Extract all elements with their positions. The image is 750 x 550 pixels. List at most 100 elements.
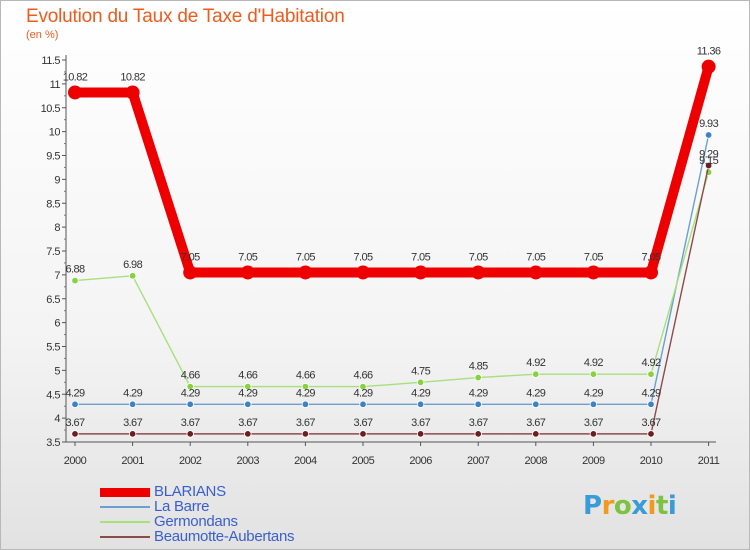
data-point (474, 400, 482, 408)
data-label: 9.29 (699, 149, 718, 161)
legend-label: La Barre (154, 498, 210, 515)
data-label: 9.93 (699, 118, 718, 130)
data-point (71, 430, 79, 438)
data-label: 3.67 (238, 417, 257, 429)
data-point (532, 400, 540, 408)
series-line-germondans (74, 171, 710, 388)
data-point (416, 400, 425, 408)
x-tick-label: 2001 (121, 455, 144, 467)
y-tick-label: 7.5 (46, 246, 60, 258)
data-label: 3.67 (411, 417, 430, 429)
data-label: 4.92 (641, 357, 660, 369)
y-tick-label: 8 (54, 222, 60, 234)
y-tick-label: 9 (54, 174, 60, 186)
data-label: 7.05 (353, 251, 372, 263)
data-point (301, 382, 310, 391)
logo-letter: t (655, 491, 668, 521)
data-label: 4.29 (411, 387, 430, 399)
data-label: 3.67 (353, 417, 372, 429)
data-label: 4.85 (469, 361, 488, 373)
x-tick-label: 2008 (525, 455, 548, 467)
data-point (68, 85, 82, 100)
data-label: 6.98 (123, 259, 142, 271)
x-tick-label: 2009 (582, 455, 605, 467)
y-tick-label: 3.5 (46, 437, 60, 449)
data-point (71, 400, 79, 408)
data-label: 3.67 (641, 417, 660, 429)
y-tick-label: 10.5 (41, 103, 61, 115)
proxiti-logo: Proxiti (583, 491, 677, 521)
data-point (589, 370, 598, 378)
y-tick-label: 9.5 (46, 151, 60, 163)
data-label: 4.29 (641, 387, 660, 399)
data-label: 4.66 (353, 370, 372, 382)
data-point (647, 370, 655, 378)
y-tick-label: 8.5 (46, 198, 60, 210)
data-label: 10.82 (120, 71, 145, 83)
data-label: 4.92 (526, 357, 545, 369)
data-point (183, 265, 198, 280)
data-point (701, 59, 716, 74)
data-point (474, 373, 482, 382)
data-point (359, 382, 367, 391)
data-label: 7.05 (469, 251, 488, 263)
data-label: 7.05 (296, 251, 315, 263)
data-point (125, 85, 140, 100)
data-point (589, 400, 598, 408)
data-label: 7.05 (584, 251, 603, 263)
data-point (186, 382, 194, 391)
logo-letter: x (631, 491, 648, 521)
legend-label: Beaumotte-Aubertans (154, 528, 295, 545)
x-tick-label: 2000 (64, 455, 87, 467)
y-tick-label: 6.5 (46, 294, 60, 306)
logo-letter: r (601, 491, 615, 521)
x-tick-label: 2002 (179, 455, 202, 467)
data-point (240, 265, 255, 280)
data-label: 4.29 (65, 387, 84, 399)
x-tick-label: 2006 (409, 455, 432, 467)
data-label: 4.29 (296, 387, 315, 399)
y-tick-label: 4 (54, 413, 60, 425)
data-point (647, 430, 655, 438)
data-label: 6.88 (65, 264, 84, 276)
data-label: 3.67 (181, 417, 200, 429)
data-point (528, 265, 543, 280)
data-point (359, 400, 367, 408)
logo-letter: P (583, 491, 602, 521)
data-label: 7.05 (238, 251, 257, 263)
x-tick-label: 2011 (698, 455, 720, 467)
data-point (413, 265, 428, 280)
x-tick-label: 2003 (237, 455, 260, 467)
x-tick-label: 2004 (294, 455, 317, 467)
data-point (244, 382, 252, 391)
data-label: 3.67 (65, 417, 84, 429)
data-label: 4.66 (296, 370, 315, 382)
data-label: 7.05 (411, 251, 430, 263)
y-tick-label: 7 (54, 270, 60, 282)
data-point (301, 400, 310, 408)
data-point (589, 430, 598, 438)
y-tick-label: 5.5 (46, 342, 60, 354)
data-label: 4.75 (411, 365, 430, 377)
data-point (186, 400, 194, 408)
series-line-beaumotte-aubertans (74, 164, 710, 435)
y-tick-label: 10 (49, 127, 61, 139)
data-point (244, 400, 252, 408)
data-label: 4.66 (238, 370, 257, 382)
data-point (416, 378, 425, 387)
data-point (704, 131, 713, 139)
data-label: 10.82 (63, 71, 88, 83)
series-line-blarians (70, 61, 714, 278)
data-label: 3.67 (526, 417, 545, 429)
data-label: 4.66 (181, 370, 200, 382)
data-label: 4.29 (181, 387, 200, 399)
series-line-la-barre (74, 134, 710, 405)
data-label: 4.29 (353, 387, 372, 399)
legend-swatch (100, 521, 150, 523)
data-point (301, 430, 310, 438)
data-point (474, 430, 482, 438)
legend-label: Germondans (154, 513, 238, 530)
x-tick-label: 2005 (352, 455, 375, 467)
data-label: 4.92 (584, 357, 603, 369)
data-label: 4.29 (123, 387, 142, 399)
